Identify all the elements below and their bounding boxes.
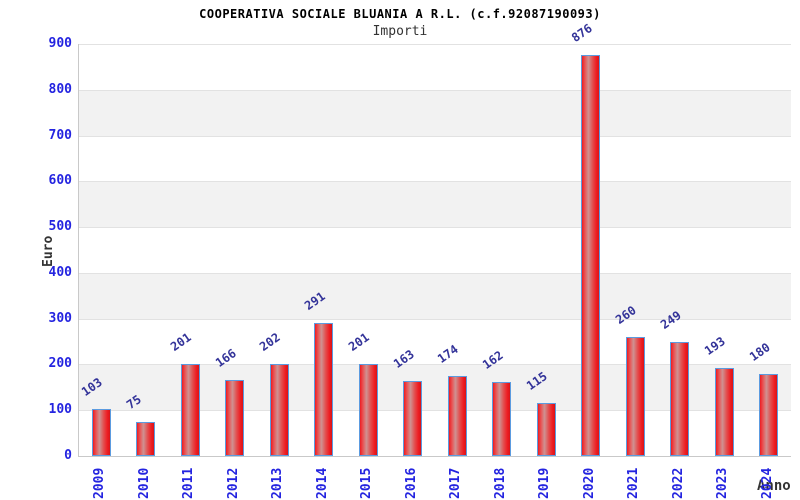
x-tick-label: 2021	[626, 467, 642, 499]
bar	[492, 381, 512, 456]
chart-title: COOPERATIVA SOCIALE BLUANIA A R.L. (c.f.…	[199, 7, 601, 21]
x-tick-label: 2017	[448, 467, 464, 499]
x-tick-label: 2018	[492, 467, 508, 499]
gridline	[79, 89, 791, 91]
bar	[670, 342, 690, 456]
plot-band	[79, 181, 791, 228]
x-tick-label: 2010	[136, 467, 152, 499]
gridline	[79, 272, 791, 274]
y-tick-label: 800	[48, 81, 72, 97]
bar	[225, 380, 245, 456]
gridline	[79, 410, 791, 412]
y-tick-label: 300	[48, 310, 72, 326]
bar	[625, 336, 645, 456]
y-tick-label: 700	[48, 127, 72, 143]
bar	[180, 363, 200, 456]
chart-subtitle: Importi	[372, 24, 428, 39]
y-tick-label: 100	[48, 402, 72, 418]
plot-band	[79, 227, 791, 273]
plot-band	[79, 89, 791, 136]
x-tick-label: 2023	[715, 467, 731, 499]
bar	[714, 367, 734, 456]
bar	[136, 421, 156, 456]
x-tick-label: 2015	[359, 467, 375, 499]
x-tick-label: 2012	[225, 467, 241, 499]
plot-band	[79, 44, 791, 90]
y-tick-label: 200	[48, 356, 72, 372]
bar	[759, 373, 779, 456]
x-tick-label: 2009	[92, 467, 108, 499]
gridline	[79, 44, 791, 45]
gridline	[79, 181, 791, 183]
plot-band	[79, 135, 791, 182]
bar	[581, 54, 601, 456]
bar	[91, 408, 111, 456]
gridline	[79, 364, 791, 366]
plot-band	[79, 272, 791, 319]
bar	[314, 322, 334, 456]
bar	[447, 376, 467, 456]
y-tick-label: 0	[64, 448, 72, 463]
plot-area	[78, 44, 791, 457]
x-tick-label: 2020	[581, 467, 597, 499]
y-tick-label: 400	[48, 264, 72, 280]
x-tick-label: 2016	[403, 467, 419, 499]
x-tick-label: 2024	[759, 467, 775, 499]
x-tick-label: 2011	[181, 467, 197, 499]
gridline	[79, 227, 791, 229]
y-tick-label: 900	[48, 36, 72, 51]
bar	[269, 363, 289, 456]
gridline	[79, 318, 791, 320]
x-tick-label: 2014	[314, 467, 330, 499]
gridline	[79, 135, 791, 137]
x-tick-label: 2019	[537, 467, 553, 499]
bar	[536, 403, 556, 456]
bar	[358, 363, 378, 456]
x-tick-label: 2013	[270, 467, 286, 499]
y-tick-label: 500	[48, 219, 72, 235]
bar	[403, 381, 423, 456]
x-axis-title: Anno	[757, 478, 791, 494]
y-tick-label: 600	[48, 173, 72, 189]
x-tick-label: 2022	[670, 467, 686, 499]
